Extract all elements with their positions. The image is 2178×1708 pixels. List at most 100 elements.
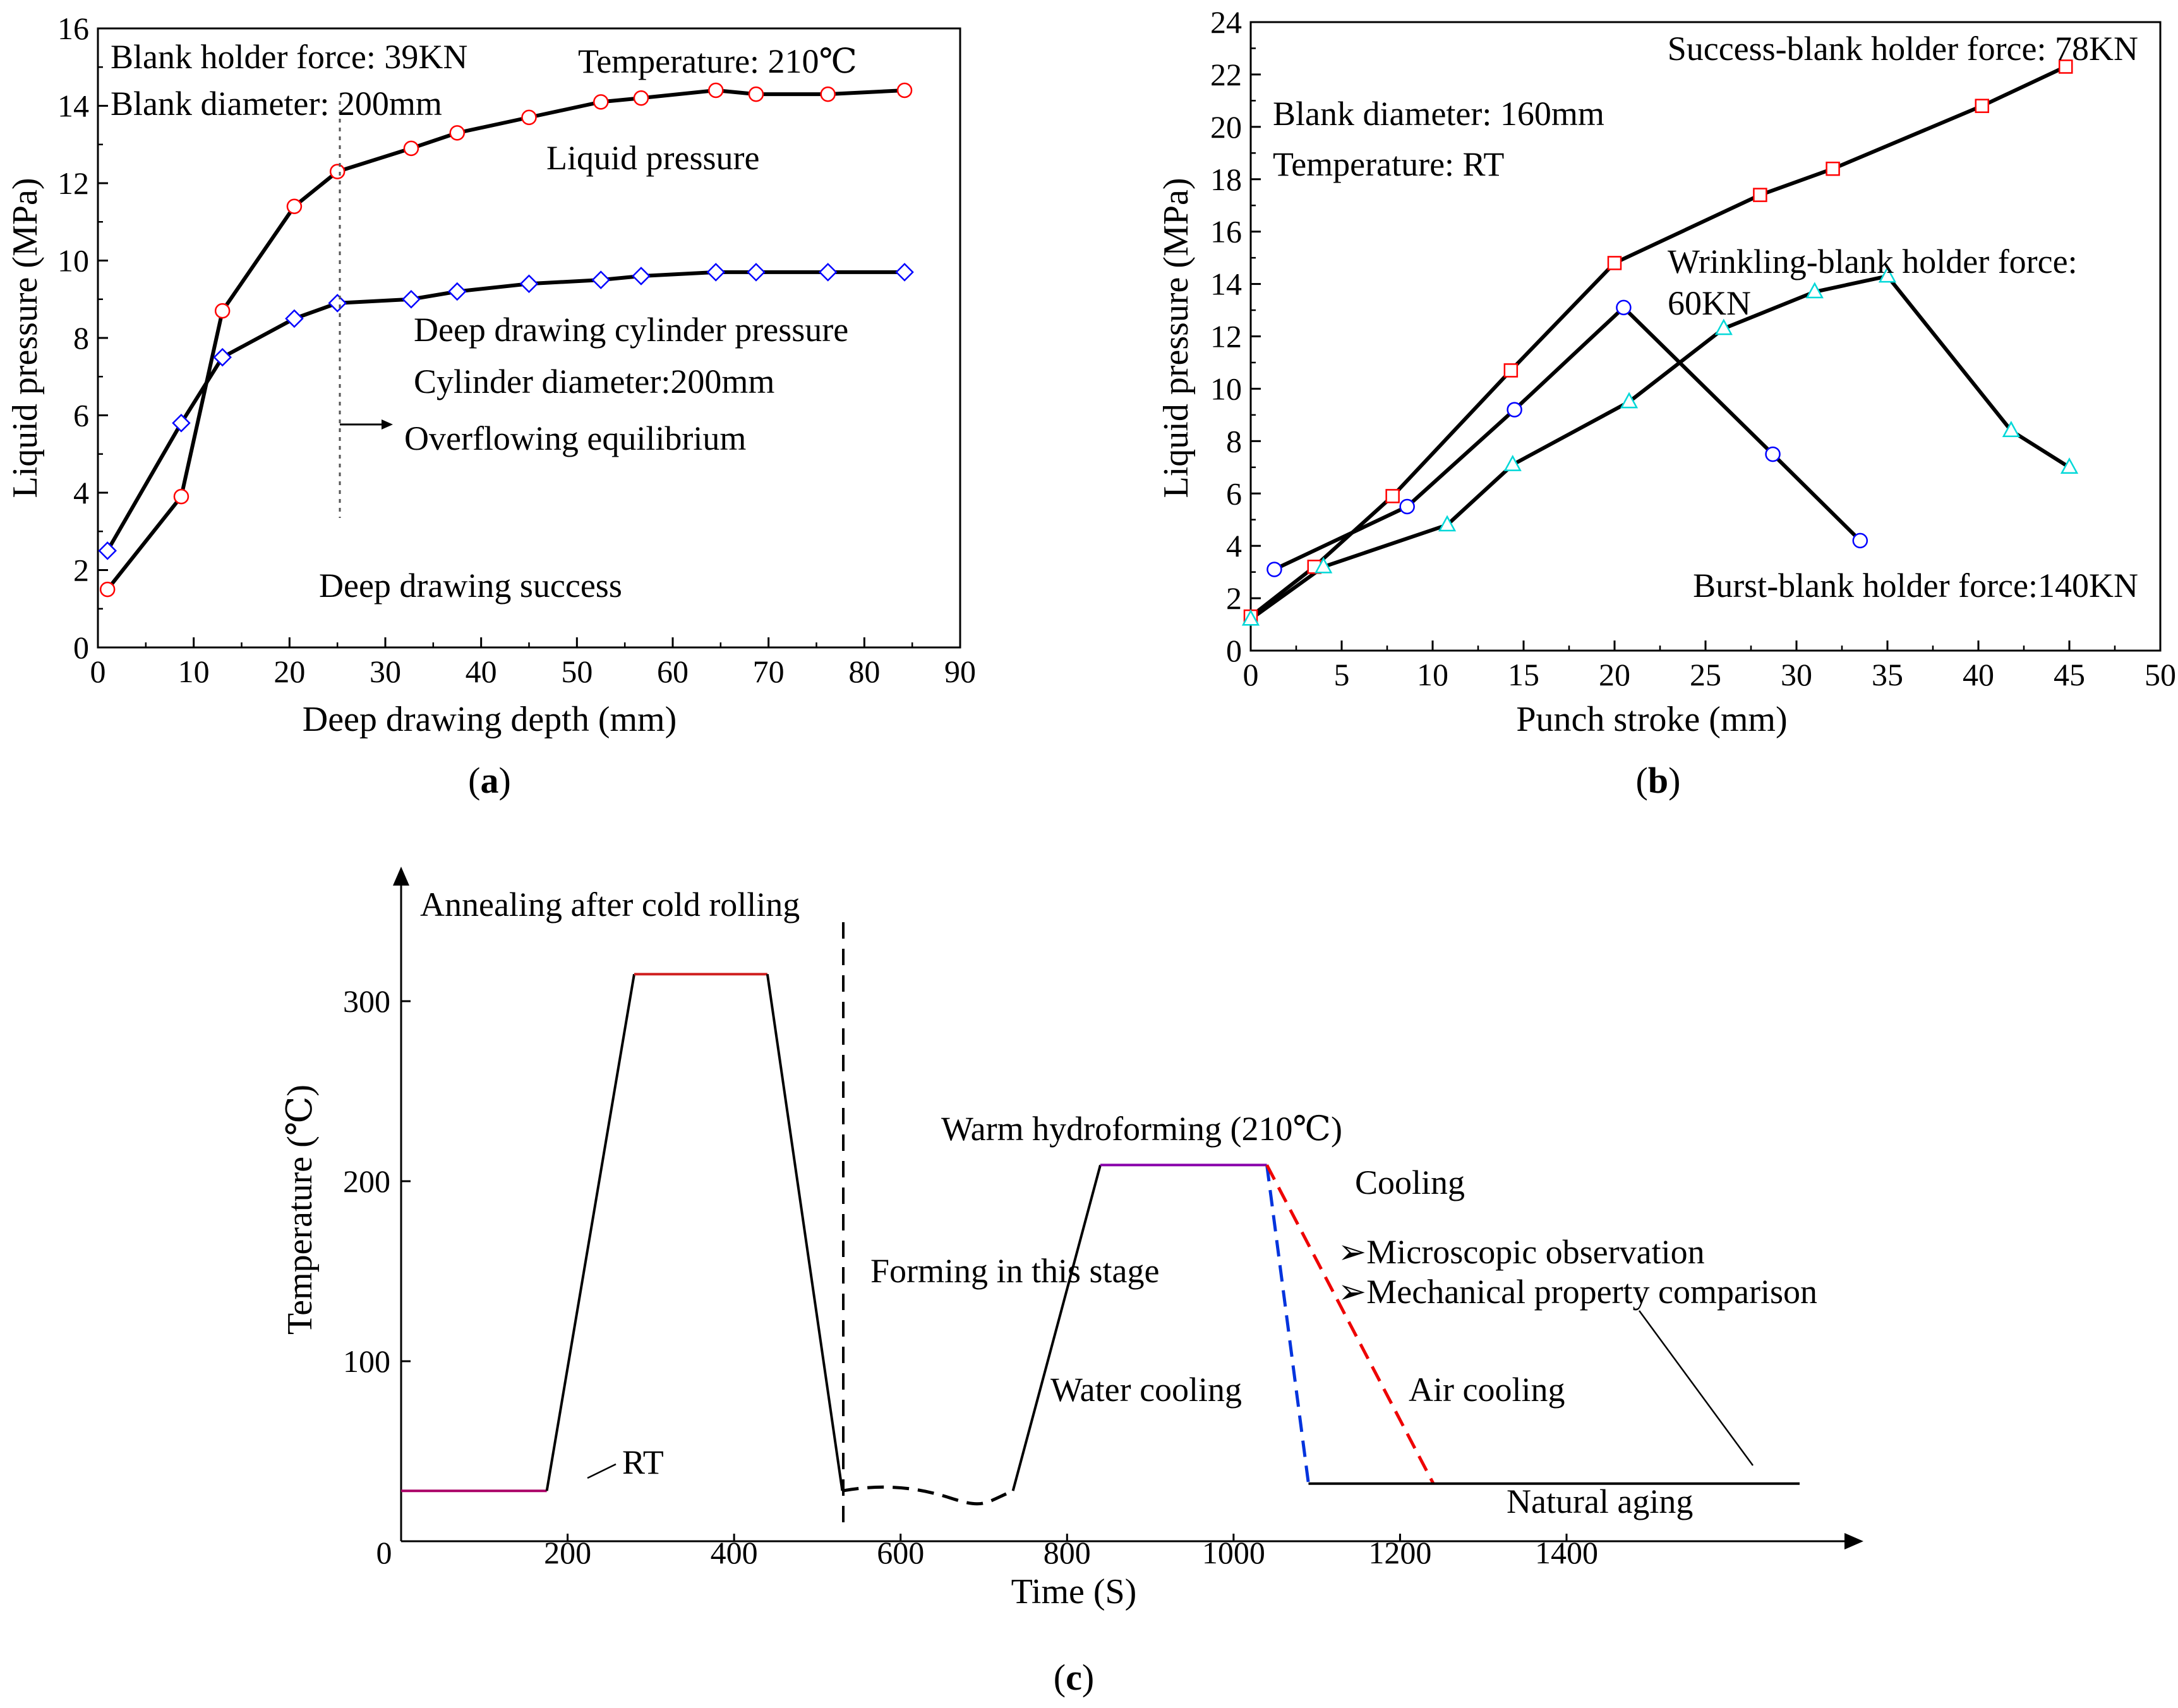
chart-b-series-1-point (1503, 455, 1522, 471)
chart-a-ytick-label: 8 (73, 320, 89, 356)
chart-b-series-0-point (1975, 99, 1990, 113)
chart-c-segment-5 (1011, 1164, 1102, 1491)
chart-c-segment-7 (1265, 1165, 1310, 1484)
chart-c-ann-warm-hydroforming: Warm hydroforming (210℃) (941, 1110, 1342, 1148)
chart-c-xtick-label: 0 (376, 1535, 392, 1570)
chart-b-ytick-label: 8 (1226, 423, 1242, 459)
chart-c-xtick-label: 600 (877, 1535, 924, 1570)
chart-b-xtick-label: 30 (1781, 657, 1812, 692)
chart-a-xtick-label: 60 (657, 654, 689, 689)
chart-a-series-0-point (214, 303, 231, 319)
chart-a-ylabel: Liquid pressure (MPa) (6, 177, 45, 498)
chart-a-series-1-point (747, 263, 766, 282)
chart-a-series-0-point (403, 140, 419, 157)
chart-a-series-1-point (519, 274, 539, 294)
chart-a-ytick-label: 14 (57, 88, 89, 124)
chart-a-xtick-label: 90 (944, 654, 976, 689)
chart-a-panel-label: (a) (468, 760, 511, 801)
chart-b-series-1-point (1315, 556, 1333, 574)
chart-a-xtick-label: 40 (466, 654, 497, 689)
chart-b-ann-wrinkling-force: 60KN (1668, 284, 1751, 322)
chart-b-series-2-point (1507, 402, 1522, 418)
chart-c-ylabel: Temperature (℃) (280, 1085, 320, 1335)
chart-b-ytick-label: 2 (1226, 580, 1242, 616)
chart-b-series-2-point (1765, 446, 1781, 462)
chart-b-series-0-point (1503, 363, 1519, 378)
chart-a-ytick-label: 2 (73, 553, 89, 588)
chart-a-ytick-label: 16 (57, 11, 89, 46)
chart-b-xtick-label: 50 (2145, 657, 2176, 692)
chart-c-segment-8 (1265, 1164, 1435, 1484)
chart-b-ytick-label: 10 (1210, 371, 1242, 406)
chart-a-series-1-point (895, 263, 914, 282)
chart-a-arrowhead (382, 419, 393, 430)
chart-c-ytick-label: 100 (343, 1344, 390, 1379)
chart-b-ytick-label: 6 (1226, 476, 1242, 511)
chart-a-xtick-label: 70 (753, 654, 785, 689)
chart-b-series-1-point (1241, 609, 1260, 626)
chart-a-xtick-label: 50 (561, 654, 593, 689)
chart-c-ann-air-cooling: Air cooling (1409, 1371, 1565, 1409)
chart-b-ann-blank-diameter: Blank diameter: 160mm (1273, 95, 1604, 133)
chart-b-series-2-point (1399, 498, 1415, 515)
chart-c-segment-1 (545, 973, 635, 1491)
chart-a-xtick-label: 80 (848, 654, 880, 689)
chart-c-xtick-label: 1400 (1535, 1535, 1598, 1570)
chart-a-ytick-label: 10 (57, 243, 89, 279)
chart-a-series-1-point (447, 282, 467, 301)
chart-c-xtick-label: 400 (711, 1535, 758, 1570)
chart-a-series-1-point (98, 541, 117, 560)
chart-a-ytick-label: 12 (57, 165, 89, 201)
chart-b-series-0-point (1753, 188, 1767, 202)
chart-a-series-1-point (591, 270, 611, 289)
chart-b-xtick-label: 45 (2054, 657, 2085, 692)
chart-a-series-0-point (521, 109, 537, 126)
chart-a-series-1-point (632, 267, 651, 286)
chart-a-xtick-label: 20 (274, 654, 305, 689)
chart-c-ann-forming: Forming in this stage (870, 1252, 1160, 1290)
chart-a-series-1-point (328, 294, 347, 313)
chart-b-series-1-point (1805, 282, 1824, 299)
chart-a-series-1-point (706, 263, 726, 282)
chart-a-series-0-point (99, 581, 116, 598)
chart-b-ylabel: Liquid pressure (MPa) (1157, 177, 1196, 498)
chart-a-series-0-point (708, 82, 724, 99)
chart-c-ann-mechanical: ➢Mechanical property comparison (1338, 1273, 1817, 1311)
chart-b-xtick-label: 10 (1417, 657, 1448, 692)
chart-b-ytick-label: 22 (1210, 57, 1242, 92)
chart-a-series-0-point (449, 125, 465, 141)
chart-c-ytick-label: 300 (343, 983, 390, 1019)
chart-b-ann-wrinkling: Wrinkling-blank holder force: (1668, 243, 2078, 280)
chart-b-ytick-label: 24 (1210, 4, 1242, 40)
chart-b-ann-temperature: Temperature: RT (1273, 145, 1504, 183)
chart-c-ann-cooling: Cooling (1355, 1164, 1465, 1201)
chart-a-ann-liquid-pressure: Liquid pressure (546, 139, 759, 177)
chart-b-ytick-label: 14 (1210, 267, 1242, 302)
chart-c: 0 200 400 600 800 1000 1200 1400 100 200 300 Annea… (280, 867, 1863, 1698)
chart-a-series-1-point (402, 289, 421, 309)
chart-a-series-0-point (329, 164, 346, 179)
chart-b-ytick-label: 0 (1226, 633, 1242, 668)
chart-a: 0 10 20 30 40 50 60 70 80 90 0 2 4 6 8 10 12 14 16 Blank h… (6, 11, 976, 801)
chart-a-series-1-point (213, 347, 232, 367)
chart-b-series-2-point (1266, 562, 1282, 577)
chart-b-ann-burst: Burst-blank holder force:140KN (1693, 567, 2138, 604)
chart-a-series-1-point (172, 413, 191, 433)
chart-a-series-0-point (286, 198, 303, 214)
chart-a-series-1-point (285, 309, 304, 328)
chart-b-panel-label: (b) (1636, 760, 1681, 801)
chart-b-ytick-label: 20 (1210, 109, 1242, 145)
chart-b-series-1-point (1620, 392, 1639, 409)
chart-c-segment-4 (842, 1485, 1014, 1506)
chart-b-ytick-label: 12 (1210, 319, 1242, 354)
chart-a-xtick-label: 10 (178, 654, 210, 689)
chart-b-ann-success: Success-blank holder force: 78KN (1668, 30, 2138, 68)
chart-b-series-0-point (1385, 489, 1400, 503)
chart-a-ytick-label: 4 (73, 475, 89, 510)
chart-c-xtick-label: 200 (544, 1535, 591, 1570)
chart-c-callout-aging (1638, 1310, 1754, 1466)
chart-b-ytick-label: 16 (1210, 214, 1242, 250)
chart-a-series-0-point (633, 90, 649, 106)
chart-a-series-0-point (593, 94, 609, 110)
